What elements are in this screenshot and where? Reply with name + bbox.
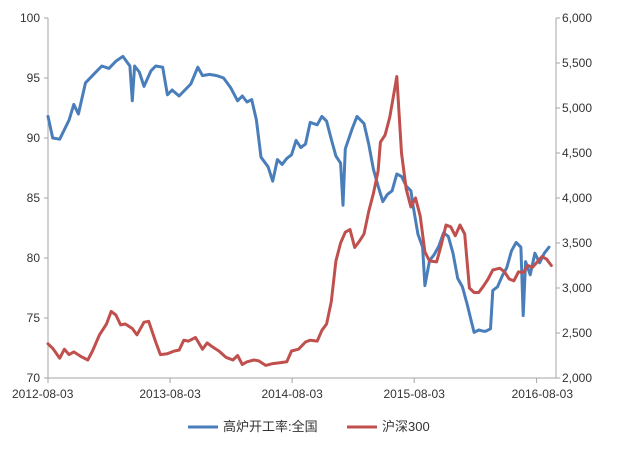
y-left-tick-label: 75 (27, 311, 41, 325)
y-right-tick-label: 5,000 (562, 101, 592, 115)
x-tick-label: 2014-08-03 (261, 387, 323, 401)
y-right-tick-label: 5,500 (562, 56, 592, 70)
y-axis-left-ticks: 70 75 80 85 90 95 100 (20, 11, 48, 385)
legend-label-csi300: 沪深300 (382, 419, 430, 434)
x-tick-label: 2015-08-03 (384, 387, 446, 401)
y-right-tick-label: 6,000 (562, 11, 592, 25)
y-right-tick-label: 4,500 (562, 146, 592, 160)
y-left-tick-label: 80 (27, 251, 41, 265)
y-left-tick-label: 95 (27, 71, 41, 85)
y-right-tick-label: 3,000 (562, 281, 592, 295)
y-left-tick-label: 90 (27, 131, 41, 145)
y-right-tick-label: 2,000 (562, 371, 592, 385)
y-axis-right-ticks: 2,000 2,500 3,000 3,500 4,000 4,500 5,000 5,500… (556, 11, 592, 385)
y-left-tick-label: 70 (27, 371, 41, 385)
x-tick-label: 2016-08-03 (512, 387, 574, 401)
y-right-tick-label: 2,500 (562, 326, 592, 340)
x-tick-label: 2012-08-03 (12, 387, 74, 401)
series-layer (46, 54, 553, 367)
series-line-blast-furnace (46, 54, 551, 334)
x-tick-label: 2013-08-03 (139, 387, 201, 401)
y-left-tick-label: 85 (27, 191, 41, 205)
x-axis-ticks: 2012-08-03 2013-08-03 2014-08-03 2015-08-03… (12, 378, 573, 401)
legend-label-blast-furnace: 高炉开工率:全国 (223, 419, 318, 434)
series-line-csi300 (46, 75, 553, 367)
y-right-tick-label: 3,500 (562, 236, 592, 250)
y-left-tick-label: 100 (20, 11, 40, 25)
y-right-tick-label: 4,000 (562, 191, 592, 205)
legend: 高炉开工率:全国 沪深300 (188, 419, 430, 434)
